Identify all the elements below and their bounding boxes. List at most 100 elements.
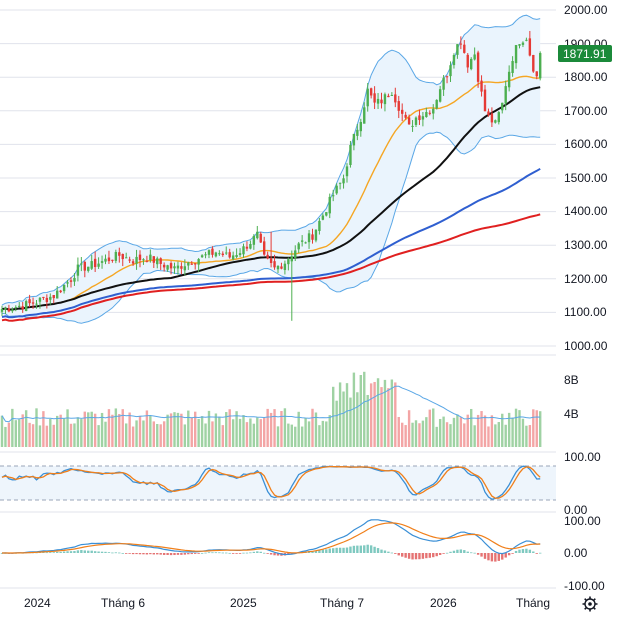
macd-histogram-bar	[266, 553, 269, 554]
volume-bar	[318, 425, 321, 447]
price-tick: 1500.00	[564, 171, 608, 185]
volume-bar	[142, 420, 145, 447]
time-tick: 2025	[230, 596, 257, 610]
bollinger-bands	[1, 14, 541, 324]
candle-body	[252, 235, 256, 245]
macd-histogram-bar	[49, 552, 52, 553]
macd-histogram-bar	[521, 549, 525, 553]
macd-histogram-bar	[194, 553, 197, 554]
candle-body	[414, 117, 418, 125]
time-tick: 2024	[24, 596, 51, 610]
candle-body	[73, 277, 76, 282]
candle-body	[514, 45, 518, 64]
volume-bar	[352, 372, 356, 447]
candle-body	[466, 54, 469, 68]
volume-bar	[194, 411, 197, 447]
macd-histogram-bar	[445, 552, 449, 554]
volume-bar	[18, 419, 21, 447]
macd-histogram-bar	[363, 545, 366, 553]
macd-histogram-bar	[214, 552, 218, 554]
volume-bar	[73, 423, 76, 447]
macd-histogram-bar	[459, 549, 463, 553]
price-tick: 1800.00	[564, 70, 608, 84]
candle-body	[183, 266, 187, 271]
volume-bar	[290, 424, 293, 447]
volume-bar	[383, 379, 387, 447]
candle-body	[263, 241, 266, 255]
candle-body	[142, 259, 145, 261]
candle-body	[432, 108, 435, 114]
volume-bar	[490, 415, 494, 447]
macd-histogram-bar	[93, 551, 97, 553]
volume-bar	[345, 383, 349, 447]
candle-body	[487, 111, 490, 116]
volume-bar	[56, 415, 59, 447]
candle-body	[376, 98, 380, 104]
macd-histogram-bar	[504, 553, 507, 558]
macd-histogram-bar	[276, 553, 280, 556]
candle-body	[349, 145, 352, 165]
volume-bar	[397, 416, 400, 447]
volume-bar	[421, 420, 425, 447]
macd-histogram-bar	[135, 553, 138, 555]
macd-histogram-bar	[466, 551, 469, 553]
macd-histogram-bar	[42, 552, 45, 553]
volume-bar	[425, 417, 428, 447]
volume-bar	[52, 424, 55, 447]
volume-bar	[473, 425, 476, 447]
volume-bar	[190, 417, 193, 447]
candle-body	[359, 121, 362, 132]
candle-body	[435, 99, 438, 109]
volume-bar	[197, 418, 200, 447]
macd-histogram-bar	[118, 552, 121, 554]
volume-bar	[21, 414, 24, 447]
macd-histogram-bar	[349, 546, 352, 553]
macd-histogram-bar	[114, 552, 118, 554]
volume-bar	[338, 382, 342, 447]
volume-bar	[294, 426, 297, 447]
volume-bar	[428, 409, 431, 447]
volume-bar	[200, 416, 204, 447]
volume-bar	[514, 408, 518, 447]
volume-bar	[128, 412, 131, 447]
macd-histogram-bar	[273, 553, 276, 556]
volume-bar	[497, 422, 500, 447]
volume-bar	[90, 411, 93, 447]
volume-bar	[204, 423, 207, 447]
time-tick: 2026	[430, 596, 457, 610]
volume-bar	[221, 425, 224, 447]
macd-histogram-bar	[497, 553, 500, 561]
volume-bar	[539, 411, 542, 447]
volume-bar	[518, 410, 521, 447]
volume-bar	[445, 422, 449, 447]
macd-histogram-bar	[532, 551, 535, 553]
macd-histogram-bar	[125, 553, 128, 554]
candle-body	[138, 254, 142, 261]
macd-histogram-bar	[200, 552, 204, 554]
macd-histogram-bar	[435, 553, 438, 557]
macd-histogram-bar	[463, 550, 466, 553]
macd-histogram-bar	[442, 553, 445, 554]
candle-body	[211, 248, 214, 255]
candle-body	[394, 94, 397, 103]
candle-body	[176, 265, 180, 269]
candle-body	[28, 299, 31, 304]
candle-body	[456, 44, 459, 55]
volume-bar	[438, 418, 442, 447]
candle-body	[231, 255, 235, 260]
volume-bar	[535, 410, 538, 447]
volume-bar	[145, 410, 149, 447]
macd-histogram-bar	[218, 552, 221, 554]
macd-histogram-bar	[494, 553, 497, 562]
volume-bar	[521, 418, 525, 447]
macd-histogram-bar	[59, 551, 62, 553]
macd-histogram-bar	[162, 553, 166, 555]
candle-body	[304, 242, 307, 244]
macd-histogram-bar	[238, 553, 242, 554]
gear-icon[interactable]	[582, 596, 598, 612]
candle-body	[52, 294, 55, 299]
candle-body	[218, 253, 221, 255]
macd-histogram-bar	[56, 551, 59, 553]
volume-bar	[335, 400, 338, 447]
